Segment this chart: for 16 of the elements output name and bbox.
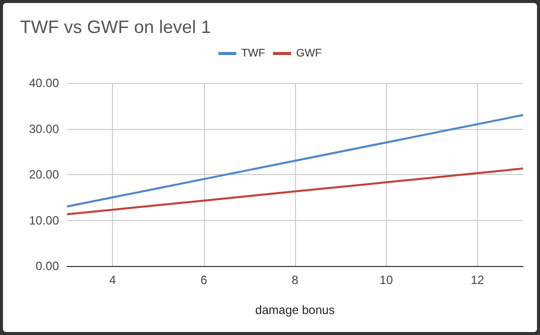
y-tick-label: 10.00	[28, 213, 60, 228]
y-tick-label: 20.00	[28, 168, 60, 182]
x-axis-title: damage bonus	[255, 303, 335, 317]
x-tick-label: 8	[292, 273, 299, 287]
line-series	[66, 168, 524, 216]
x-tick-label: 4	[109, 273, 116, 287]
legend-label: GWF	[296, 48, 322, 60]
y-tick-label: 40.00	[28, 76, 60, 90]
legend-label: TWF	[241, 48, 266, 60]
line-series	[66, 114, 524, 208]
y-tick-label: 0.00	[36, 259, 60, 273]
chart-title: TWF vs GWF on level 1	[20, 17, 212, 37]
x-tick-label: 6	[200, 273, 208, 287]
x-tick-label: 10	[380, 273, 394, 287]
y-tick-label: 30.00	[28, 122, 60, 136]
x-tick-label: 12	[470, 273, 484, 287]
